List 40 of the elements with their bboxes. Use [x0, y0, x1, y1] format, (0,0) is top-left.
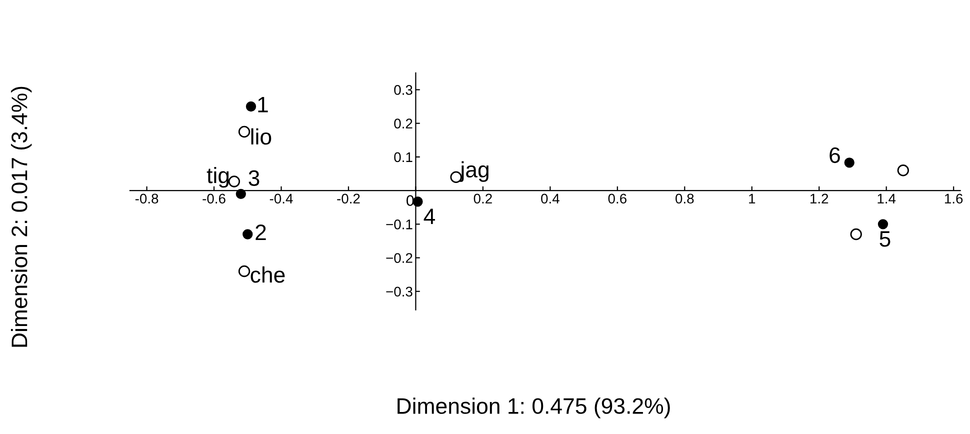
annotation: tig: [206, 166, 229, 188]
point: [238, 265, 250, 278]
annotation: jag: [460, 161, 488, 182]
y-tick-label: 0.3: [394, 85, 412, 95]
x-tick-label: 1.6: [944, 194, 963, 204]
point: [844, 158, 854, 168]
annotation: 5: [880, 231, 890, 247]
x-tick-label: 1: [749, 194, 756, 204]
x-tick-label: -0.4: [270, 194, 293, 204]
annotation: 2: [256, 224, 266, 240]
y-axis-title: Dimension 2: 0.017 (3.4%): [10, 86, 32, 347]
x-tick-label: 0.2: [474, 194, 492, 204]
x-tick-label: 1.2: [810, 194, 828, 204]
annotation: 1: [258, 96, 268, 112]
point: [878, 219, 888, 230]
x-tick-label: -0.8: [135, 194, 158, 204]
y-tick-label: −0.1: [386, 220, 412, 230]
x-tick-label: -0.2: [337, 194, 360, 204]
annotation: che: [250, 266, 285, 283]
x-tick-label: 1.4: [878, 194, 896, 204]
point: [238, 126, 250, 138]
annotation: 4: [424, 208, 435, 224]
x-tick-label: -0.6: [202, 194, 226, 204]
x-tick-label: 0.6: [608, 194, 626, 204]
annotation: lio: [251, 128, 272, 145]
point: [236, 188, 246, 199]
point: [242, 229, 253, 240]
point: [850, 228, 862, 240]
y-tick-label: 0.2: [394, 118, 412, 128]
annotation: 6: [830, 147, 840, 164]
y-tick-label: −0.2: [386, 253, 412, 263]
point: [228, 176, 240, 188]
y-tick-label: 0.1: [394, 152, 412, 162]
y-tick-label: −0.3: [386, 286, 412, 297]
x-tick-label: 0.4: [541, 194, 560, 204]
x-axis-title: Dimension 1: 0.475 (93.2%): [398, 398, 670, 418]
point: [897, 164, 909, 176]
x-tick-label: 0.8: [676, 194, 694, 204]
point: [246, 101, 256, 112]
annotation: 3: [248, 170, 260, 186]
